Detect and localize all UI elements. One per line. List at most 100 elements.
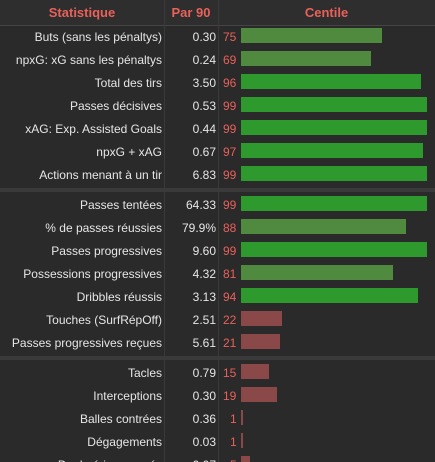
per90-value: 3.13	[192, 290, 216, 304]
percentile-value: 75	[223, 30, 237, 44]
percentile-bar	[241, 387, 277, 402]
header-statistique[interactable]: Statistique	[48, 5, 116, 20]
percentile-bar	[241, 334, 280, 349]
percentile-value: 15	[223, 366, 237, 380]
per90-value: 0.30	[192, 30, 216, 44]
percentile-bar	[241, 28, 382, 43]
table-row[interactable]: Total des tirs 3.50 96	[0, 72, 435, 94]
table-row[interactable]: Tacles 0.79 15	[0, 362, 435, 384]
per90-value: 3.50	[192, 76, 216, 90]
per90-value: 0.07	[166, 458, 216, 462]
stat-label: Actions menant à un tir	[39, 168, 162, 182]
group-separator	[0, 356, 435, 360]
group-separator	[0, 188, 435, 192]
percentile-bar	[241, 456, 250, 462]
table-row[interactable]: Interceptions 0.30 19	[0, 385, 435, 407]
per90-value: 0.36	[192, 412, 216, 426]
percentile-bar	[241, 311, 282, 326]
percentile-value: 69	[223, 53, 237, 67]
table-row[interactable]: Duel aérien gagnés0.07 5	[0, 454, 435, 462]
percentile-bar	[241, 51, 371, 66]
header-par-90[interactable]: Par 90	[171, 5, 211, 20]
table-row[interactable]: Dribbles réussis 3.13 94	[0, 286, 435, 308]
percentile-value: 22	[223, 313, 237, 327]
percentile-value: 99	[223, 122, 237, 136]
stat-label: Dribbles réussis	[76, 290, 162, 304]
percentile-value: 99	[223, 244, 237, 258]
stat-label: Passes décisives	[69, 99, 162, 113]
per90-value: 0.53	[192, 99, 216, 113]
table-row[interactable]: xAG: Exp. Assisted Goals 0.44 99	[0, 118, 435, 140]
table-row[interactable]: Touches (SurfRépOff) 2.51 22	[0, 309, 435, 331]
percentile-value: 96	[223, 76, 237, 90]
table-row[interactable]: Buts (sans les pénaltys) 0.30 75	[0, 26, 435, 48]
table-row[interactable]: Actions menant à un tir 6.83 99	[0, 164, 435, 186]
stat-label: Interceptions	[93, 389, 162, 403]
per90-value: 6.83	[192, 168, 216, 182]
table-row[interactable]: Dégagements 0.03 1	[0, 431, 435, 453]
column-divider	[218, 0, 219, 462]
per90-value: 0.03	[192, 435, 216, 449]
per90-value: 0.24	[192, 53, 216, 67]
percentile-bar	[241, 219, 406, 234]
percentile-bar	[241, 166, 427, 181]
percentile-bar	[241, 97, 427, 112]
header-centile[interactable]: Centile	[304, 5, 349, 20]
percentile-value: 99	[223, 99, 237, 113]
percentile-bar	[241, 196, 427, 211]
column-divider	[164, 0, 165, 462]
percentile-bar	[241, 120, 427, 135]
stat-label: Dégagements	[87, 435, 162, 449]
percentile-bar	[241, 265, 393, 280]
table-row[interactable]: Balles contrées 0.36 1	[0, 408, 435, 430]
per90-value: 2.51	[192, 313, 216, 327]
percentile-value: 88	[223, 221, 237, 235]
stat-label: Duel aérien gagnés	[0, 458, 164, 462]
table-row[interactable]: Passes progressives 9.60 99	[0, 240, 435, 262]
stat-label: Possessions progressives	[23, 267, 162, 281]
per90-value: 0.67	[192, 145, 216, 159]
percentile-bar	[241, 143, 423, 158]
percentile-bar	[241, 410, 243, 425]
percentile-bar	[241, 288, 418, 303]
per90-value: 64.33	[185, 198, 216, 212]
percentile-value: 1	[230, 435, 237, 449]
per90-value: 5.61	[192, 336, 216, 350]
table-row[interactable]: npxG: xG sans les pénaltys 0.24 69	[0, 49, 435, 71]
per90-value: 0.44	[192, 122, 216, 136]
per90-value: 9.60	[192, 244, 216, 258]
stat-label: Total des tirs	[94, 76, 162, 90]
percentile-bar	[241, 364, 269, 379]
percentile-value: 94	[223, 290, 237, 304]
per90-value: 0.79	[192, 366, 216, 380]
table-row[interactable]: Passes tentées 64.33 99	[0, 194, 435, 216]
percentile-value: 99	[223, 198, 237, 212]
per90-value: 4.32	[192, 267, 216, 281]
stat-label: npxG + xAG	[96, 145, 162, 159]
stat-label: Passes tentées	[79, 198, 162, 212]
percentile-bar	[241, 74, 421, 89]
stat-label: Touches (SurfRépOff)	[46, 313, 162, 327]
percentile-bar	[241, 433, 243, 448]
table-row[interactable]: npxG + xAG 0.67 97	[0, 141, 435, 163]
percentile-value: 1	[230, 412, 237, 426]
stat-label: % de passes réussies	[45, 221, 162, 235]
percentile-value: 99	[223, 168, 237, 182]
stat-label: Buts (sans les pénaltys)	[34, 30, 162, 44]
percentile-value: 81	[223, 267, 237, 281]
stat-label: Balles contrées	[79, 412, 162, 426]
table-header: Statistique Par 90 Centile	[0, 0, 435, 26]
stat-label: Passes progressives reçues	[11, 336, 162, 350]
table-row[interactable]: Possessions progressives 4.32 81	[0, 263, 435, 285]
percentile-value: 5	[230, 458, 246, 462]
percentile-value: 97	[223, 145, 237, 159]
table-row[interactable]: Passes progressives reçues 5.61 21	[0, 332, 435, 354]
stat-label: Tacles	[127, 366, 162, 380]
table-row[interactable]: Passes décisives 0.53 99	[0, 95, 435, 117]
percentile-value: 19	[223, 389, 237, 403]
stat-label: npxG: xG sans les pénaltys	[15, 53, 162, 67]
percentile-bar	[241, 242, 427, 257]
table-row[interactable]: % de passes réussies 79.9% 88	[0, 217, 435, 239]
per90-value: 79.9%	[181, 221, 216, 235]
